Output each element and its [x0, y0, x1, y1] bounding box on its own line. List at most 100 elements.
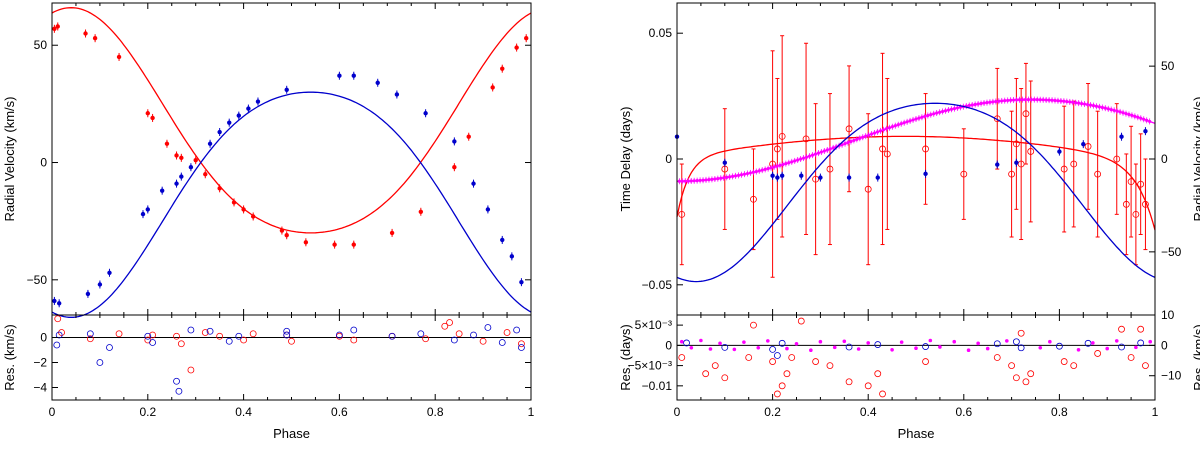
y-tick-label: 0 [40, 331, 47, 345]
data-point [1017, 98, 1022, 102]
data-point [778, 339, 786, 347]
data-point [1070, 362, 1078, 369]
data-point [216, 332, 224, 340]
data-point [1032, 97, 1036, 102]
data-point [207, 141, 213, 146]
series-pulsation [677, 96, 1156, 185]
data-point [249, 330, 257, 338]
data-point [763, 167, 767, 171]
data-point [779, 173, 785, 178]
data-point [1114, 339, 1119, 343]
data-point [802, 135, 810, 143]
data-point [201, 329, 209, 336]
data-point [54, 315, 62, 323]
data-point [375, 80, 380, 85]
x-tick-label: 0.8 [1051, 405, 1068, 419]
data-point [870, 132, 874, 136]
data-point [1085, 102, 1090, 107]
data-point [826, 362, 834, 369]
data-point [710, 177, 714, 181]
data-point [175, 387, 183, 395]
data-point [1077, 101, 1081, 105]
data-point [1097, 105, 1101, 109]
data-point [952, 339, 957, 344]
data-point [1113, 155, 1121, 163]
data-point [846, 140, 850, 145]
data-point [86, 335, 94, 343]
data-point [1127, 354, 1135, 361]
data-point [1050, 98, 1054, 102]
data-point [926, 113, 930, 118]
data-point [751, 170, 755, 174]
data-point [441, 322, 449, 330]
data-point [988, 100, 992, 104]
data-point [736, 173, 741, 177]
data-point [849, 139, 853, 144]
plot-frame [51, 2, 532, 316]
x-tick-label: 0.6 [955, 405, 972, 419]
data-point [914, 346, 918, 350]
data-point [818, 175, 823, 180]
y-tick-label-right: 50 [1161, 59, 1175, 73]
series-secondary [53, 324, 525, 395]
data-point [1014, 160, 1019, 165]
series-secondary [683, 338, 1145, 359]
data-point [842, 339, 847, 344]
data-point [1017, 344, 1025, 352]
data-point [698, 178, 702, 183]
data-point [106, 344, 113, 351]
data-point [852, 138, 856, 143]
data-point [485, 207, 491, 212]
data-point [164, 141, 170, 146]
data-point [952, 106, 957, 111]
data-point [479, 337, 487, 345]
data-point [1023, 98, 1028, 102]
data-point [722, 176, 726, 180]
data-point [878, 129, 883, 133]
data-point [722, 160, 727, 165]
data-point [890, 125, 894, 129]
data-point [519, 279, 524, 285]
y-tick-label: −2 [33, 356, 47, 370]
data-point [893, 124, 897, 128]
data-point [514, 45, 519, 50]
data-point [832, 345, 837, 350]
data-point [874, 370, 882, 378]
data-point [810, 153, 815, 157]
data-point [335, 331, 343, 339]
data-point [923, 114, 927, 118]
data-point [470, 331, 477, 339]
data-point [1060, 358, 1068, 365]
data-point [1136, 115, 1140, 119]
data-point [711, 362, 719, 369]
y-axis-label: Radial Velocity (km/s) [2, 97, 17, 222]
data-point [784, 162, 788, 166]
data-point [53, 341, 61, 349]
data-point [423, 111, 428, 116]
data-point [518, 340, 525, 348]
data-point [818, 339, 823, 344]
data-point [1088, 103, 1093, 107]
data-point [718, 341, 722, 346]
chart-right: 0.05 0 −0.05 50 0 −50 Radial Velocity (km/s) Ti… [618, 2, 1200, 441]
data-point [846, 175, 852, 180]
data-point [241, 207, 246, 212]
data-point [86, 330, 94, 338]
data-point [929, 113, 933, 117]
data-point [757, 169, 761, 173]
data-point [490, 85, 495, 90]
y-tick-label: −50 [27, 273, 48, 287]
series-secondary [51, 71, 532, 318]
data-point [1041, 98, 1045, 102]
data-point [683, 179, 687, 183]
data-point [246, 106, 251, 111]
data-point [845, 343, 853, 351]
data-point [1006, 98, 1010, 103]
data-point [812, 358, 820, 365]
data-point [1143, 128, 1148, 134]
data-point [819, 150, 823, 154]
data-point [695, 179, 699, 183]
data-point [1027, 148, 1035, 155]
data-point [802, 156, 806, 160]
chart-left: 50 0 −50 Radial Velocity (km/s) 0 −2 −4 Res. (k… [2, 2, 535, 441]
